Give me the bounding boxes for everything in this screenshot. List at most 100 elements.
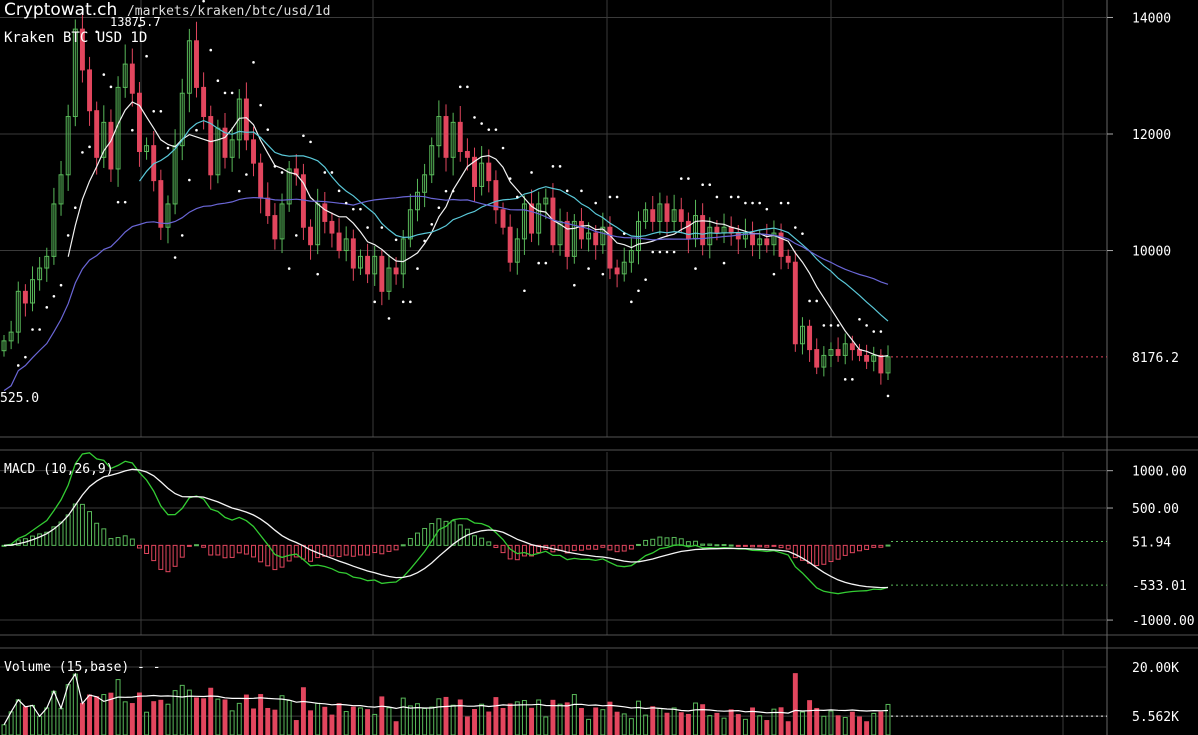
sar-dot [515, 195, 519, 199]
volume-label: Volume (15,base) - - [4, 660, 161, 675]
sar-dot [751, 201, 754, 205]
sar-dot [786, 201, 790, 205]
volume-bar [79, 702, 85, 735]
macd-histogram-bar [79, 503, 85, 546]
sar-dot [102, 73, 106, 76]
sar-dot [81, 151, 84, 154]
candle-body [700, 215, 706, 246]
volume-bar [429, 706, 435, 735]
sar-dot [587, 267, 590, 270]
volume-bar [415, 703, 420, 735]
macd-histogram-bar [636, 543, 641, 546]
volume-bar [521, 699, 527, 735]
sar-dot [95, 30, 98, 34]
volume-bar [151, 701, 157, 735]
sar-dot [294, 234, 298, 237]
macd-histogram-bar [750, 544, 756, 548]
sar-dot [458, 85, 462, 89]
macd-histogram-bar [735, 544, 741, 547]
macd-histogram-bar [51, 526, 57, 546]
sar-dot [708, 183, 712, 187]
candle-body [835, 349, 841, 356]
sar-dot [858, 318, 861, 321]
candle-body [172, 145, 178, 205]
candle-body [543, 197, 549, 205]
macd-histogram-bar [365, 544, 371, 556]
volume-bar [265, 707, 271, 735]
candle-body [8, 331, 14, 342]
volume-bar [486, 711, 492, 735]
sar-dot [202, 0, 205, 3]
macd-histogram-bar [728, 544, 734, 547]
volume-bar [87, 694, 93, 735]
volume-bar [293, 720, 299, 735]
volume-bar [828, 710, 834, 735]
candle-body [657, 203, 663, 222]
macd-histogram-bar [799, 544, 805, 561]
macd-histogram-bar [878, 544, 884, 548]
macd-tick-label: 1000.00 [1132, 465, 1187, 480]
volume-bar [799, 711, 805, 735]
macd-histogram-bar [714, 544, 720, 547]
macd-histogram-bar [429, 523, 435, 546]
macd-histogram-bar [243, 544, 249, 555]
sar-dot [45, 306, 49, 309]
volume-bar [422, 707, 428, 735]
candle-body [799, 325, 805, 345]
macd-last-label: -533.01 [1132, 579, 1187, 594]
volume-bar [621, 713, 627, 735]
macd-histogram-bar [536, 544, 542, 553]
macd-histogram-bar [885, 544, 891, 547]
candle-body [685, 220, 691, 240]
macd-histogram-bar [286, 544, 292, 562]
price-tick-label: 12000 [1132, 128, 1171, 143]
macd-histogram-bar [101, 528, 107, 546]
sar-dot [580, 189, 583, 193]
volume-bar [671, 707, 677, 735]
macd-histogram-bar [258, 544, 264, 563]
sar-dot [180, 234, 184, 237]
macd-histogram-bar [643, 539, 649, 546]
sar-dot [829, 324, 833, 327]
candle-body [707, 226, 713, 246]
site-header: Cryptowat.ch /markets/kraken/btc/usd/1d [4, 0, 330, 20]
volume-bar [407, 705, 413, 735]
volume-bar [643, 714, 649, 735]
sar-dot [116, 200, 120, 204]
market-path[interactable]: /markets/kraken/btc/usd/1d [126, 4, 331, 19]
sar-dot [473, 116, 476, 119]
sar-dot [480, 122, 483, 125]
candle-body [757, 238, 763, 246]
macd-histogram-bar [578, 544, 584, 551]
sar-dot [88, 145, 91, 149]
macd-histogram-bar [464, 528, 470, 546]
sar-dot [366, 226, 369, 229]
macd-histogram-bar [94, 522, 100, 546]
sar-dot [195, 128, 198, 132]
volume-bar [194, 697, 199, 735]
volume-bar [136, 692, 142, 735]
candle-body [129, 63, 135, 94]
candle-body [279, 203, 285, 240]
macd-hist-last-label: 51.94 [1132, 535, 1171, 550]
volume-bar [636, 700, 641, 735]
site-name[interactable]: Cryptowat.ch [4, 0, 118, 20]
candle-body [514, 238, 520, 263]
sar-dot [594, 201, 598, 205]
sar-dot [330, 171, 334, 174]
macd-histogram-bar [564, 544, 570, 554]
volume-bar [443, 696, 449, 735]
high-annotation: 13875.7 [110, 15, 161, 29]
candle-body [614, 267, 620, 275]
sar-dot [843, 378, 847, 381]
candle-body [236, 98, 242, 141]
volume-bar [571, 694, 577, 735]
sar-dot [344, 201, 348, 205]
volume-bar [94, 696, 100, 735]
macd-histogram-bar [607, 544, 613, 551]
macd-histogram-bar [835, 544, 841, 560]
sar-dot [523, 289, 526, 293]
macd-line [3, 452, 889, 595]
macd-histogram-bar [165, 544, 171, 573]
